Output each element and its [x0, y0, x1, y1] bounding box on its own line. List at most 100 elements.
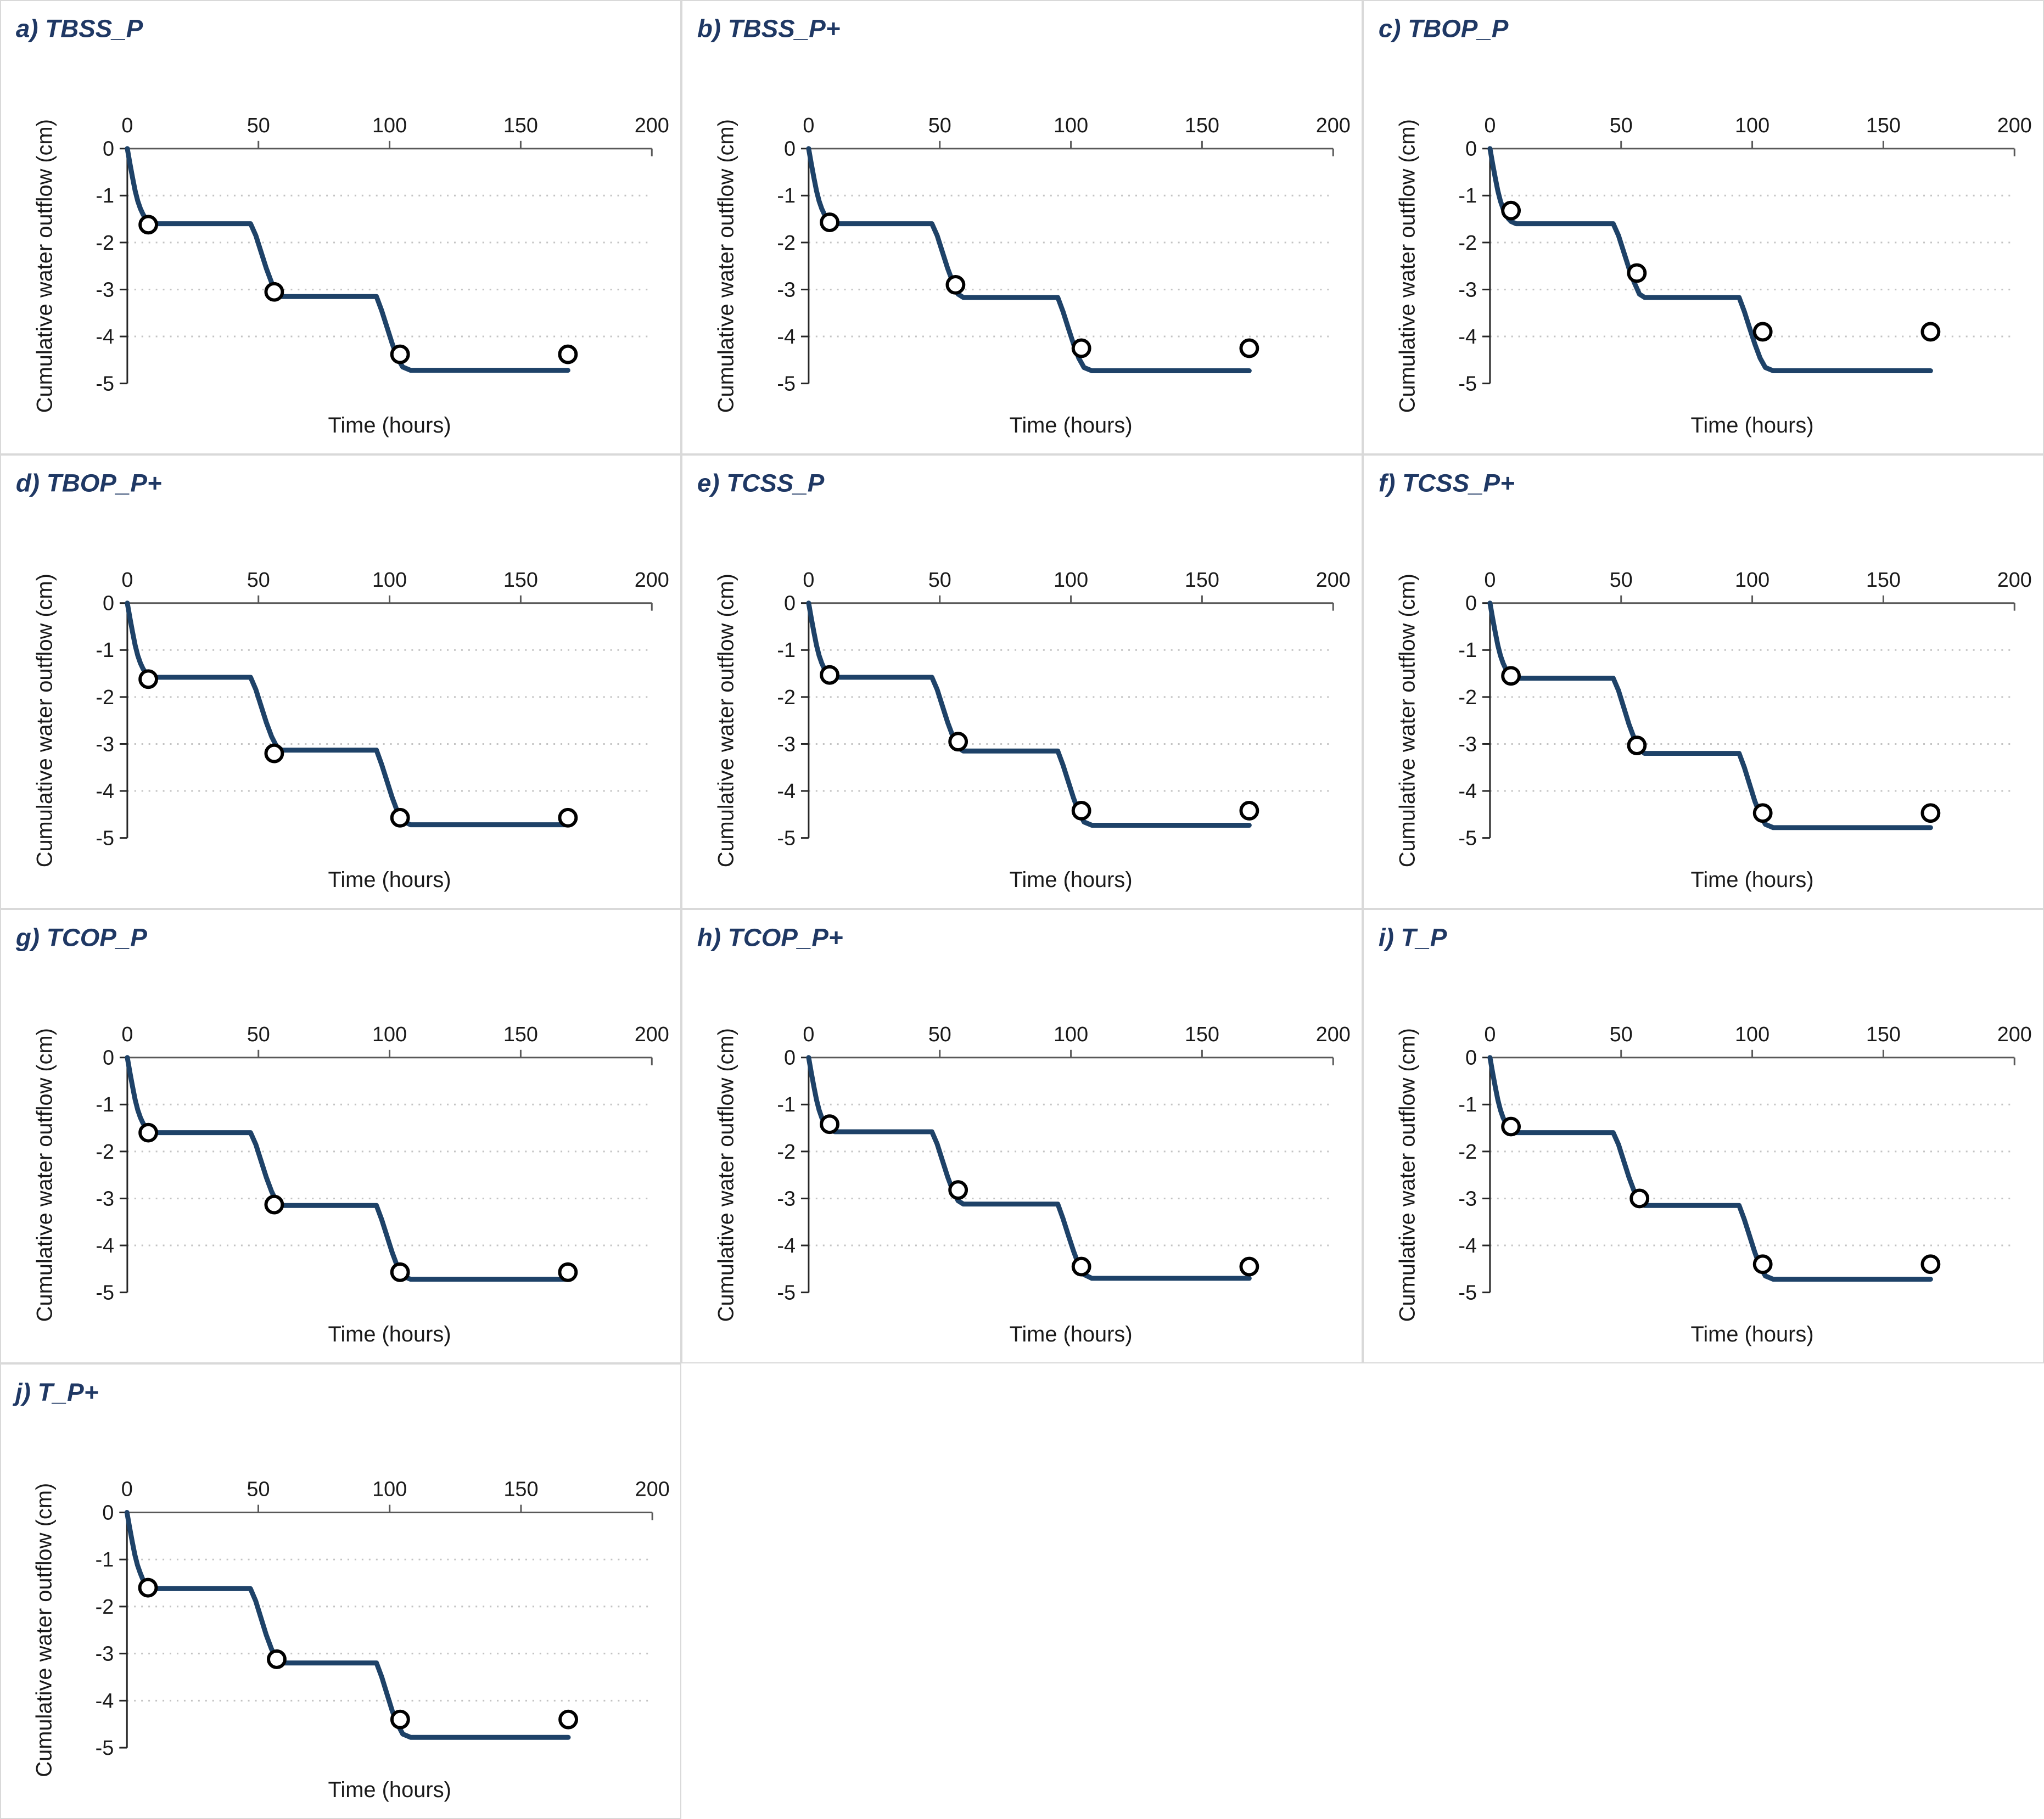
x-tick-label: 150	[503, 114, 538, 137]
x-tick-label: 200	[635, 114, 669, 137]
x-tick-label: 0	[1484, 114, 1496, 137]
obs-point	[945, 274, 966, 295]
panel-title: d) TBOP_P+	[16, 469, 162, 497]
y-tick-label: -1	[1458, 184, 1477, 207]
empty-cell	[1363, 1363, 2044, 1819]
x-tick-label: 50	[1610, 1023, 1633, 1046]
chart-b: b) TBSS_P+ 0 50 100 150 200 0 -1 -2 -3 -4 -5 Cumulat…	[697, 15, 1351, 438]
chart-c: c) TBOP_P 0 50 100 150 200 0 -1 -2 -3 -4 -5 Cumulati…	[1379, 15, 2032, 438]
x-tick-label: 150	[1185, 569, 1219, 592]
obs-point	[1627, 736, 1647, 755]
x-tick-label: 100	[372, 1023, 407, 1046]
obs-point	[390, 344, 410, 364]
x-tick-label: 150	[503, 569, 538, 592]
panel-f: f) TCSS_P+ 0 50 100 150 200 0 -1 -2 -3 -4 -5 Cumulat…	[1363, 454, 2044, 909]
obs-point	[1071, 1256, 1091, 1277]
y-tick-label: -3	[777, 733, 796, 756]
x-tick-label: 100	[372, 1478, 407, 1501]
sim-line	[806, 146, 1252, 374]
obs-point	[264, 743, 284, 763]
obs-point	[558, 807, 578, 828]
x-tick-label: 200	[1316, 1023, 1351, 1046]
x-tick-label: 0	[803, 569, 814, 592]
y-tick-label: -4	[1458, 780, 1477, 803]
x-tick-label: 0	[121, 569, 133, 592]
y-tick-label: -4	[96, 1234, 114, 1257]
panel-j: j) T_P+ 0 50 100 150 200 0 -1 -2 -3 -4 -5 Cumulative…	[0, 1363, 681, 1819]
obs-point	[390, 1709, 410, 1730]
y-tick-label: -3	[1458, 1187, 1477, 1210]
x-tick-label: 200	[1997, 1023, 2032, 1046]
x-axis-title: Time (hours)	[328, 1322, 451, 1346]
x-axis-title: Time (hours)	[1691, 413, 1814, 437]
y-tick-label: -4	[96, 325, 114, 349]
y-tick-label: 0	[1465, 138, 1477, 161]
x-tick-label: 100	[1735, 1023, 1769, 1046]
x-tick-label: 50	[247, 569, 270, 592]
obs-point	[558, 344, 578, 364]
sim-line	[125, 600, 570, 828]
y-tick-label: -5	[96, 827, 114, 850]
x-axis-title: Time (hours)	[1010, 413, 1133, 437]
x-tick-label: 200	[1997, 569, 2032, 592]
x-tick-label: 0	[803, 1023, 814, 1046]
obs-point	[267, 1649, 287, 1669]
x-axis-title: Time (hours)	[1010, 868, 1133, 892]
y-tick-label: -3	[96, 733, 114, 756]
panel-a: a) TBSS_P 0 50 100 150 200 0 -1 -2 -3 -4 -5 Cumulati…	[0, 0, 681, 454]
obs-point	[390, 1262, 410, 1282]
y-tick-label: -2	[96, 1141, 114, 1164]
x-tick-label: 50	[1610, 569, 1633, 592]
x-tick-label: 100	[1054, 569, 1088, 592]
obs-point	[1920, 1254, 1941, 1275]
y-tick-label: -3	[1458, 733, 1477, 756]
chart-d: d) TBOP_P+ 0 50 100 150 200 0 -1 -2 -3 -4 -5 Cumulat…	[16, 469, 669, 892]
y-tick-label: -3	[777, 278, 796, 301]
x-tick-label: 50	[928, 569, 951, 592]
obs-point	[138, 1577, 158, 1598]
y-tick-label: 0	[784, 592, 796, 615]
x-axis-title: Time (hours)	[1010, 1322, 1133, 1346]
x-tick-label: 100	[372, 114, 407, 137]
sim-line	[1487, 600, 1933, 830]
chart-j: j) T_P+ 0 50 100 150 200 0 -1 -2 -3 -4 -5 Cumulative…	[13, 1378, 670, 1802]
obs-point	[1239, 801, 1259, 821]
obs-point	[1071, 338, 1091, 358]
y-tick-label: -4	[1458, 1234, 1477, 1257]
chart-e: e) TCSS_P 0 50 100 150 200 0 -1 -2 -3 -4 -5 Cumulati…	[697, 469, 1351, 892]
y-axis-title: Cumulative water outflow (cm)	[33, 119, 57, 413]
y-tick-label: -5	[777, 373, 796, 396]
x-tick-label: 150	[503, 1478, 538, 1501]
y-axis-title: Cumulative water outflow (cm)	[33, 574, 57, 867]
y-tick-label: -1	[777, 639, 796, 662]
y-tick-label: 0	[784, 138, 796, 161]
x-tick-label: 100	[372, 569, 407, 592]
empty-cell	[681, 1363, 1363, 1819]
x-tick-label: 100	[1054, 114, 1088, 137]
obs-point	[1239, 1256, 1259, 1277]
panel-title: e) TCSS_P	[697, 469, 825, 497]
x-axis-title: Time (hours)	[328, 413, 451, 437]
obs-point	[138, 669, 159, 689]
panel-title: a) TBSS_P	[16, 15, 143, 43]
x-tick-label: 150	[1866, 1023, 1901, 1046]
y-tick-label: -5	[777, 827, 796, 850]
y-tick-label: -1	[96, 184, 114, 207]
y-tick-label: -2	[96, 686, 114, 709]
y-tick-label: -3	[1458, 278, 1477, 301]
sim-line	[1487, 146, 1933, 374]
panel-title: c) TBOP_P	[1379, 15, 1509, 43]
y-axis-title: Cumulative water outflow (cm)	[714, 1028, 738, 1322]
y-tick-label: 0	[103, 138, 114, 161]
obs-point	[1920, 803, 1941, 823]
y-tick-label: -5	[96, 1282, 114, 1305]
x-tick-label: 50	[928, 1023, 951, 1046]
y-axis-title: Cumulative water outflow (cm)	[32, 1483, 57, 1777]
sim-line	[125, 146, 570, 373]
x-tick-label: 50	[247, 114, 270, 137]
y-tick-label: -2	[777, 1141, 796, 1164]
y-axis-title: Cumulative water outflow (cm)	[714, 119, 738, 413]
chart-f: f) TCSS_P+ 0 50 100 150 200 0 -1 -2 -3 -4 -5 Cumulat…	[1379, 469, 2032, 892]
panel-title: i) T_P	[1379, 924, 1447, 952]
